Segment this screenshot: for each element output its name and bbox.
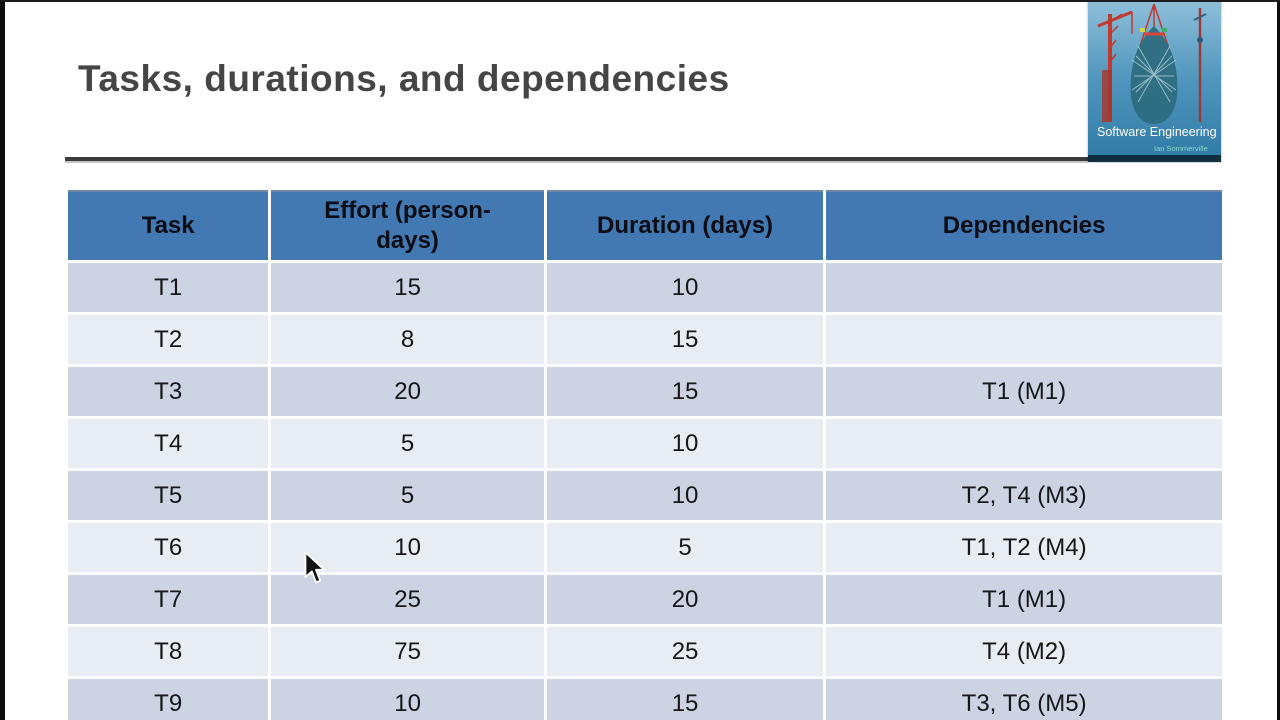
dependencies-cell: T3, T6 (M5) bbox=[826, 679, 1222, 720]
dependencies-cell bbox=[826, 315, 1222, 364]
table-row: T6 10 5 T1, T2 (M4) bbox=[68, 523, 1222, 572]
book-cover-illustration: Software Engineering Ian Sommerville bbox=[1088, 0, 1221, 162]
effort-cell: 10 bbox=[271, 523, 544, 572]
task-cell: T5 bbox=[68, 471, 269, 520]
crane-mast-icon bbox=[1193, 8, 1207, 122]
dependencies-cell: T4 (M2) bbox=[826, 627, 1222, 676]
duration-cell: 15 bbox=[546, 367, 824, 416]
duration-cell: 25 bbox=[546, 627, 824, 676]
task-cell: T8 bbox=[68, 627, 269, 676]
dependencies-cell: T1, T2 (M4) bbox=[826, 523, 1222, 572]
header-task: Task bbox=[68, 190, 269, 260]
top-frame-line bbox=[0, 0, 1280, 2]
effort-cell: 15 bbox=[271, 263, 544, 312]
task-cell: T1 bbox=[68, 263, 269, 312]
duration-cell: 10 bbox=[546, 471, 824, 520]
crane-base bbox=[1102, 70, 1112, 122]
duration-cell: 10 bbox=[546, 263, 824, 312]
effort-cell: 10 bbox=[271, 679, 544, 720]
task-cell: T6 bbox=[68, 523, 269, 572]
effort-cell: 5 bbox=[271, 419, 544, 468]
duration-cell: 10 bbox=[546, 419, 824, 468]
header-duration: Duration (days) bbox=[546, 190, 824, 260]
task-cell: T3 bbox=[68, 367, 269, 416]
task-cell: T7 bbox=[68, 575, 269, 624]
title-divider-line bbox=[65, 157, 1088, 161]
table-body: T1 15 10 T2 8 15 T3 20 15 T1 (M1) T4 5 10 T5 5 10 T2, T4… bbox=[68, 263, 1222, 720]
book-cover-image: Software Engineering Ian Sommerville bbox=[1088, 0, 1221, 162]
table-row: T3 20 15 T1 (M1) bbox=[68, 367, 1222, 416]
header-effort: Effort (person-days) bbox=[271, 190, 544, 260]
task-cell: T9 bbox=[68, 679, 269, 720]
table-row: T5 5 10 T2, T4 (M3) bbox=[68, 471, 1222, 520]
dependencies-cell: T1 (M1) bbox=[826, 367, 1222, 416]
effort-cell: 25 bbox=[271, 575, 544, 624]
dependencies-cell bbox=[826, 419, 1222, 468]
task-cell: T4 bbox=[68, 419, 269, 468]
right-letterbox-bar bbox=[1277, 0, 1280, 720]
dependencies-cell: T1 (M1) bbox=[826, 575, 1222, 624]
book-author-text: Ian Sommerville bbox=[1154, 144, 1208, 153]
table-header-row: Task Effort (person-days) Duration (days… bbox=[68, 190, 1222, 260]
table-row: T9 10 15 T3, T6 (M5) bbox=[68, 679, 1222, 720]
cover-bottom-band bbox=[1088, 155, 1221, 162]
table-row: T2 8 15 bbox=[68, 315, 1222, 364]
header-dependencies: Dependencies bbox=[826, 190, 1222, 260]
effort-cell: 5 bbox=[271, 471, 544, 520]
table-row: T7 25 20 T1 (M1) bbox=[68, 575, 1222, 624]
effort-cell: 8 bbox=[271, 315, 544, 364]
task-cell: T2 bbox=[68, 315, 269, 364]
duration-cell: 15 bbox=[546, 679, 824, 720]
slide-title: Tasks, durations, and dependencies bbox=[78, 58, 730, 99]
table-row: T1 15 10 bbox=[68, 263, 1222, 312]
tasks-table: Task Effort (person-days) Duration (days… bbox=[65, 187, 1225, 720]
duration-cell: 15 bbox=[546, 315, 824, 364]
book-title-text: Software Engineering bbox=[1097, 125, 1217, 139]
effort-cell: 75 bbox=[271, 627, 544, 676]
dependencies-cell bbox=[826, 263, 1222, 312]
duration-cell: 20 bbox=[546, 575, 824, 624]
table-row: T8 75 25 T4 (M2) bbox=[68, 627, 1222, 676]
effort-cell: 20 bbox=[271, 367, 544, 416]
duration-cell: 5 bbox=[546, 523, 824, 572]
dependencies-cell: T2, T4 (M3) bbox=[826, 471, 1222, 520]
table-row: T4 5 10 bbox=[68, 419, 1222, 468]
gherkin-building bbox=[1130, 26, 1178, 124]
left-letterbox-bar bbox=[0, 0, 5, 720]
